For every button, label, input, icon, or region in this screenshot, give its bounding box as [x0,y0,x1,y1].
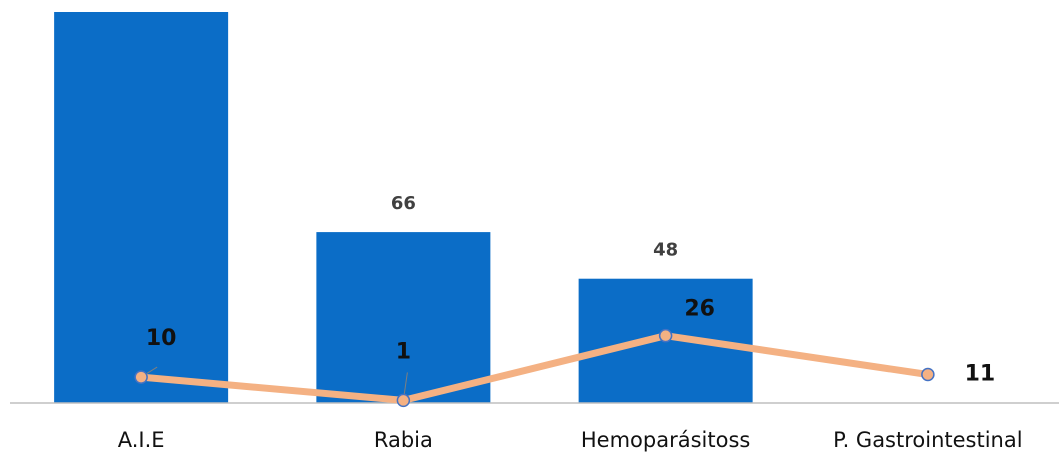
line-marker [396,393,411,408]
line-marker [134,370,148,384]
bar [54,12,229,403]
x-tick-label: Rabia [374,428,433,452]
bar-value-label: 66 [391,193,416,214]
line-value-label: 1 [396,339,411,364]
line-marker [921,367,935,382]
line [140,332,929,404]
line-value-label: 11 [965,362,996,387]
bar [316,232,491,403]
x-tick-label: P. Gastrointestinal [833,428,1022,452]
line-value-label: 26 [684,297,715,322]
line-value-label: 10 [146,326,177,351]
x-tick-label: A.I.E [118,428,165,452]
bar-value-label: 48 [653,240,678,261]
x-tick-label: Hemoparásitoss [581,428,750,452]
line-marker [658,328,673,343]
